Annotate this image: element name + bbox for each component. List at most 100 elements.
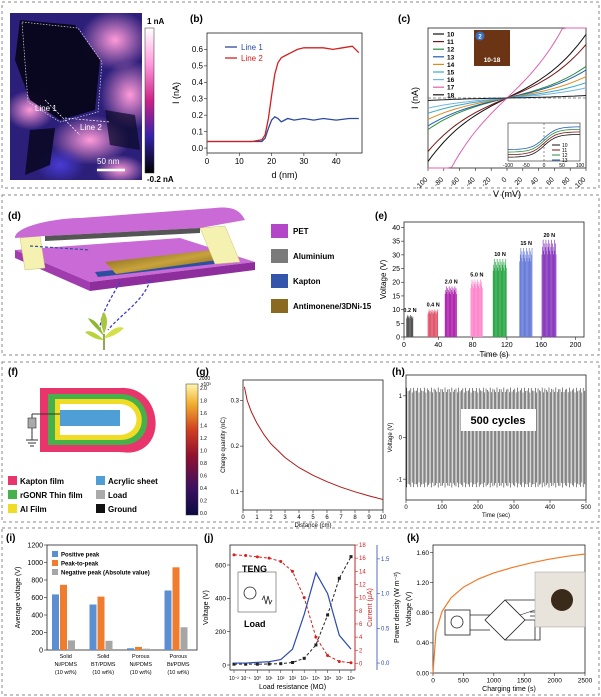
x-tick-label: 1 — [255, 515, 259, 521]
x-tick-label: 160 — [535, 342, 547, 349]
legend-label: Acrylic sheet — [108, 477, 158, 486]
x-tick-label: 10¹ — [265, 676, 273, 682]
charge-colorbar — [186, 384, 198, 515]
y-tick-label: 400 — [215, 596, 226, 603]
current-point — [314, 636, 317, 639]
category-label: Porous — [170, 654, 188, 660]
charge-curve — [244, 387, 383, 500]
y-tick-label: 0.0 — [192, 144, 204, 153]
x-tick-label: 40 — [530, 176, 541, 187]
force-label: 0.4 N — [427, 303, 440, 309]
legend-label: Negative peak (Absolute value) — [61, 571, 150, 577]
inset-tick-label: 0 — [543, 163, 546, 169]
panel-label-h: (h) — [392, 367, 405, 378]
category-label: BT/PDMS — [91, 662, 116, 668]
panel-d-legend: PETAluminiumKaptonAntimonene/3DNi-15 — [271, 224, 372, 313]
y-tick-label: 1.60 — [416, 550, 429, 557]
x-tick-label: 4 — [297, 515, 301, 521]
panel-d: (d) — [8, 208, 372, 351]
y-tick-label: 200 — [31, 630, 43, 637]
legend-label: Al Film — [20, 505, 47, 514]
y-tick-label: 1.0 — [381, 592, 390, 598]
category-label: Bt/PDMS — [167, 662, 190, 668]
panel-f-legend: Kapton film Acrylic sheetrGONR Thin film L… — [8, 476, 158, 514]
colorbar-tick-label: 0.2 — [200, 499, 207, 505]
x-tick-label: 10⁸ — [347, 676, 355, 682]
inset-tick-label: -50 — [522, 163, 529, 169]
x-tick-label: 10 — [235, 157, 244, 166]
current-point — [244, 554, 247, 557]
panel-j: (j) TENG Load 10⁻² 10⁻¹ 10⁰ 10¹ 10² 10³ 10⁴ 10⁵… — [203, 533, 401, 691]
plant-icon — [85, 312, 124, 350]
x-tick-label: 10⁷ — [336, 676, 344, 682]
plot-frame — [243, 380, 383, 510]
line1-label: Line 1 — [35, 104, 57, 113]
bar-peak-to-peak — [173, 567, 180, 650]
series-line-line-2 — [207, 46, 359, 141]
panel-c: (c) -100 -80 -60 -40 -20 0 20 40 60 80 10010111213… — [398, 14, 587, 199]
legend-label: Peak-to-peak — [61, 562, 99, 568]
y-tick-label: 40 — [392, 225, 400, 232]
legend-label: Antimonene/3DNi-15 — [293, 302, 372, 311]
y-tick-label: 2 — [359, 648, 363, 654]
x-tick-label: 60 — [545, 176, 556, 187]
x-axis-label: Time (s) — [479, 350, 508, 359]
legend-label: 10 — [447, 32, 455, 39]
x-tick-label: 0 — [205, 157, 210, 166]
panel-label-b: (b) — [190, 14, 203, 25]
voltage-point — [338, 577, 341, 580]
capacitor-photo — [551, 589, 573, 611]
x-tick-label: 5 — [311, 515, 315, 521]
legend-label: Line 1 — [241, 43, 263, 52]
bar-negative — [68, 640, 75, 650]
y-tick-label: 0.0 — [381, 661, 390, 667]
x-tick-label: 400 — [545, 505, 556, 511]
bar-peak-to-peak — [98, 597, 105, 650]
bar-peak-to-peak — [60, 585, 67, 650]
y-tick-label: 1 — [399, 394, 403, 400]
bar-peak-to-peak — [135, 647, 142, 650]
legend-swatch-kapton-film — [8, 476, 17, 485]
load-label: Load — [244, 619, 266, 629]
x-tick-label: 120 — [501, 342, 513, 349]
x-tick-label: 1500 — [517, 678, 532, 685]
x-tick-label: 500 — [581, 505, 592, 511]
category-label: Ni/PDMS — [54, 662, 77, 668]
y-tick-label: 14 — [359, 569, 366, 575]
y-axis-label: Voltage (V) — [406, 592, 413, 627]
legend-label: Positive peak — [61, 553, 100, 559]
panel-label-c: (c) — [398, 14, 410, 25]
y-tick-label: 6 — [359, 622, 363, 628]
panel-a: (a) Line 1 Line 2 50 nm 1 nA -0.2 nA — [5, 3, 174, 185]
current-point — [303, 596, 306, 599]
current-point — [326, 654, 329, 657]
current-point — [233, 553, 236, 556]
y-axis-label-left: Voltage (V) — [203, 590, 210, 625]
y-tick-label: 25 — [392, 266, 400, 273]
panel-label-j: (j) — [204, 533, 213, 544]
voltage-point — [279, 662, 282, 665]
y-tick-label: 400 — [31, 612, 43, 619]
current-point — [256, 555, 259, 558]
x-tick-label: 30 — [299, 157, 308, 166]
legend-label: Aluminium — [293, 252, 334, 261]
x-tick-label: 0 — [404, 505, 408, 511]
figure: (a) Line 1 Line 2 50 nm 1 nA -0.2 nA (b)… — [0, 0, 601, 697]
legend-label: Kapton — [293, 277, 321, 286]
force-label: 2.0 N — [445, 279, 458, 285]
x-axis-label: d (nm) — [271, 170, 297, 180]
teng-label: TENG — [242, 564, 267, 574]
y-axis-label: Voltage (V) — [388, 423, 394, 453]
y-tick-label: 0 — [222, 662, 226, 669]
colorbar-bottom-label: -0.2 nA — [147, 175, 174, 184]
y-tick-label: 800 — [31, 577, 43, 584]
x-tick-label: 40 — [332, 157, 341, 166]
legend-label: 13 — [447, 54, 455, 61]
category-label: (10 wt%) — [92, 670, 114, 676]
legend-label: Line 2 — [241, 54, 263, 63]
legend-swatch-antimonene-3dni-15 — [271, 299, 288, 313]
inset-photo-label: 10-18 — [484, 57, 501, 64]
legend-swatch-pet — [271, 224, 288, 238]
panel-h: (h) 0 100 200 300 400 500-101500 cyclesTime (… — [388, 367, 592, 519]
panel-i: (i) 0 200 400 600 800 1000 1200 Solid Ni/PDMS (10… — [6, 533, 197, 676]
